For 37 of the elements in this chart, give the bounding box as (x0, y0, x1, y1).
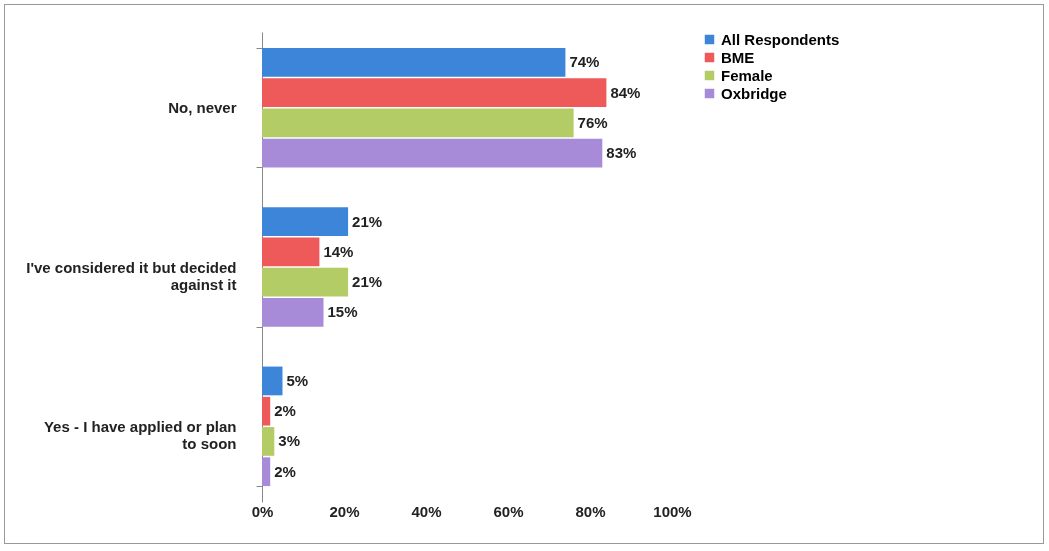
bar (262, 298, 324, 327)
bar (262, 396, 271, 426)
bar (262, 366, 283, 396)
data-label: 5% (286, 371, 309, 389)
x-tick-label: 100% (653, 502, 692, 520)
bar (262, 47, 566, 77)
x-tick-label: 0% (251, 502, 274, 520)
data-label: 2% (274, 462, 296, 480)
data-label: 21% (352, 212, 383, 230)
data-label: 15% (327, 303, 358, 321)
bar (262, 138, 603, 168)
legend-label: Female (721, 66, 773, 84)
data-label: 3% (278, 432, 300, 450)
bar (262, 237, 320, 267)
bar (262, 207, 349, 236)
y-tick-label: No, never (168, 99, 237, 117)
legend-label: BME (721, 48, 755, 66)
data-label: 21% (352, 273, 383, 291)
legend-label: Oxbridge (721, 84, 787, 102)
x-tick-label: 40% (411, 502, 442, 520)
data-label: 84% (610, 83, 641, 101)
bar (262, 457, 271, 487)
data-label: 14% (323, 242, 354, 260)
bar (262, 78, 607, 107)
bar (262, 427, 275, 456)
data-label: 83% (606, 144, 637, 162)
bar (262, 267, 349, 297)
data-label: 74% (569, 53, 600, 71)
legend-label: All Respondents (721, 30, 840, 48)
data-label: 2% (274, 402, 296, 420)
x-tick-label: 80% (575, 502, 606, 520)
data-label: 76% (577, 113, 608, 131)
x-tick-label: 60% (493, 502, 524, 520)
y-tick-label: Yes - I have applied or plan to soon (43, 417, 237, 452)
y-tick-label: I've considered it but decided against it (26, 258, 237, 293)
x-tick-label: 20% (329, 502, 360, 520)
bar (262, 108, 574, 138)
